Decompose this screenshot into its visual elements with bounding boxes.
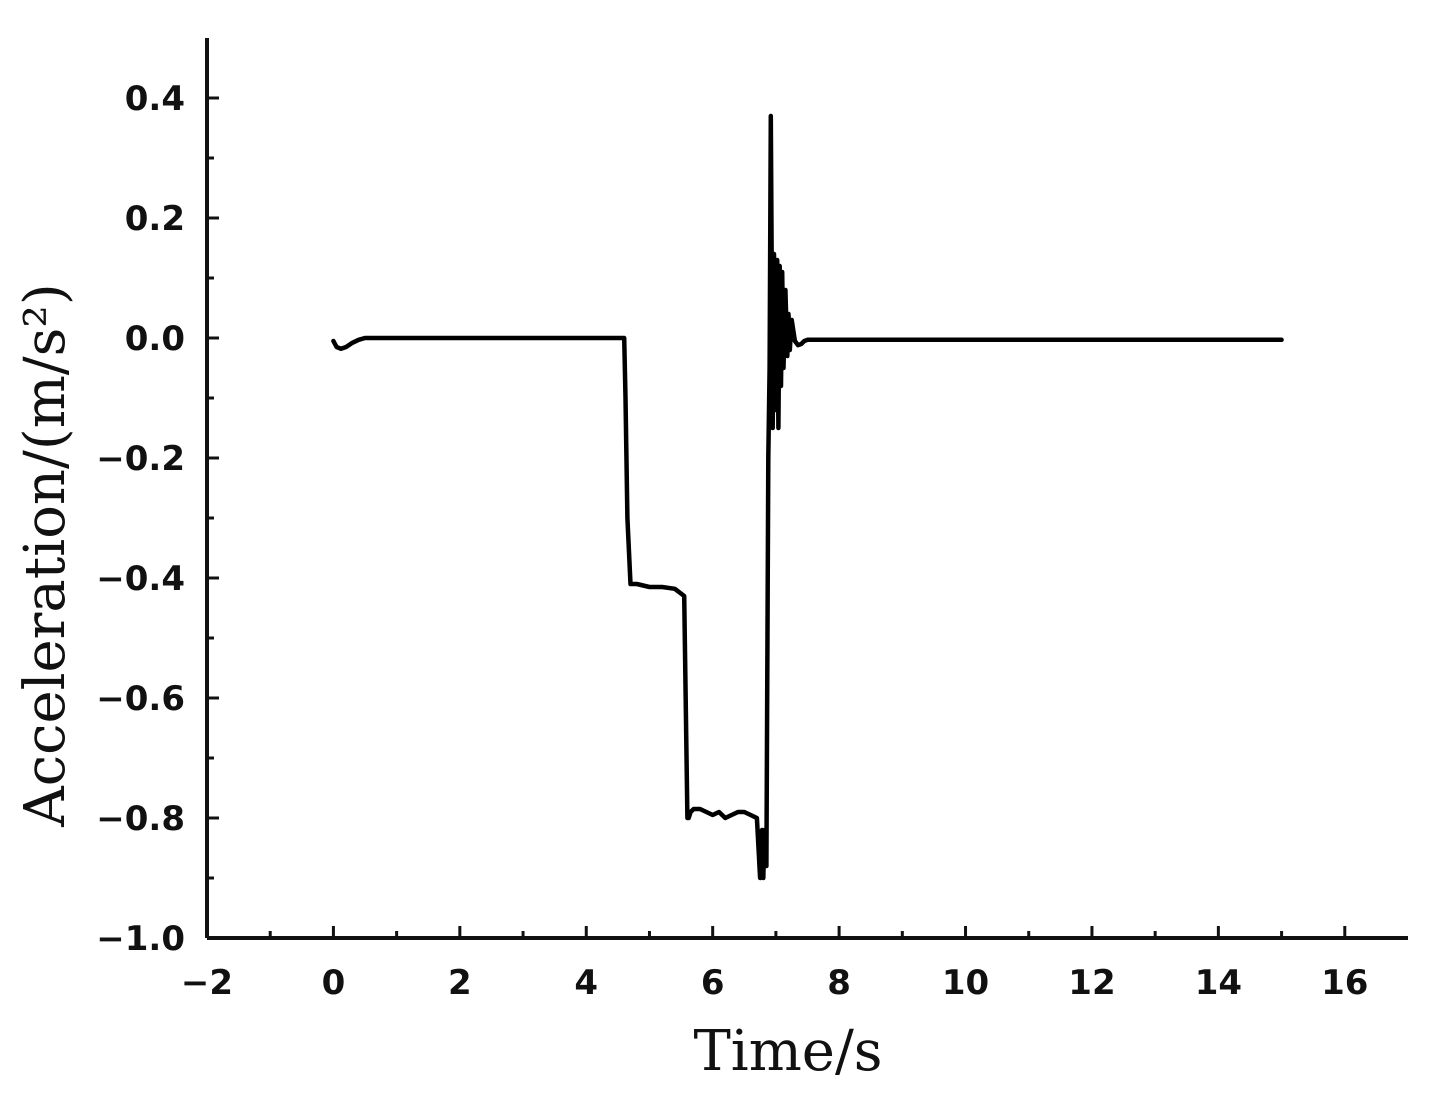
x-tick-label: 6 [701,963,725,1003]
y-axis-title: Acceleration/(m/s²) [13,283,78,827]
y-tick-label: 0.0 [125,319,185,359]
x-tick-label: 14 [1195,963,1242,1003]
x-tick-label: 0 [322,963,346,1003]
tick-labels: −2 0 2 4 6 8 10 12 14 16 0.4 0.2 0.0 −0.2 −0.4 −0.6 −0.8… [96,79,1368,1003]
series-line [331,113,1284,881]
y-tick-label: 0.4 [125,79,185,119]
y-tick-label: −1.0 [96,919,185,959]
axes [205,38,1408,940]
x-tick-label: 12 [1068,963,1115,1003]
series [331,113,1284,881]
x-tick-label: 10 [942,963,989,1003]
x-axis-title: Time/s [693,1019,882,1084]
y-tick-label: −0.8 [96,799,185,839]
y-tick-label: −0.6 [96,679,185,719]
ticks [205,96,1347,940]
x-tick-label: 16 [1321,963,1368,1003]
x-tick-label: 8 [827,963,851,1003]
x-tick-label: 2 [448,963,472,1003]
x-tick-label: −2 [181,963,233,1003]
y-tick-label: −0.4 [96,559,185,599]
y-tick-label: 0.2 [125,199,185,239]
x-tick-label: 4 [574,963,598,1003]
y-tick-label: −0.2 [96,439,185,479]
